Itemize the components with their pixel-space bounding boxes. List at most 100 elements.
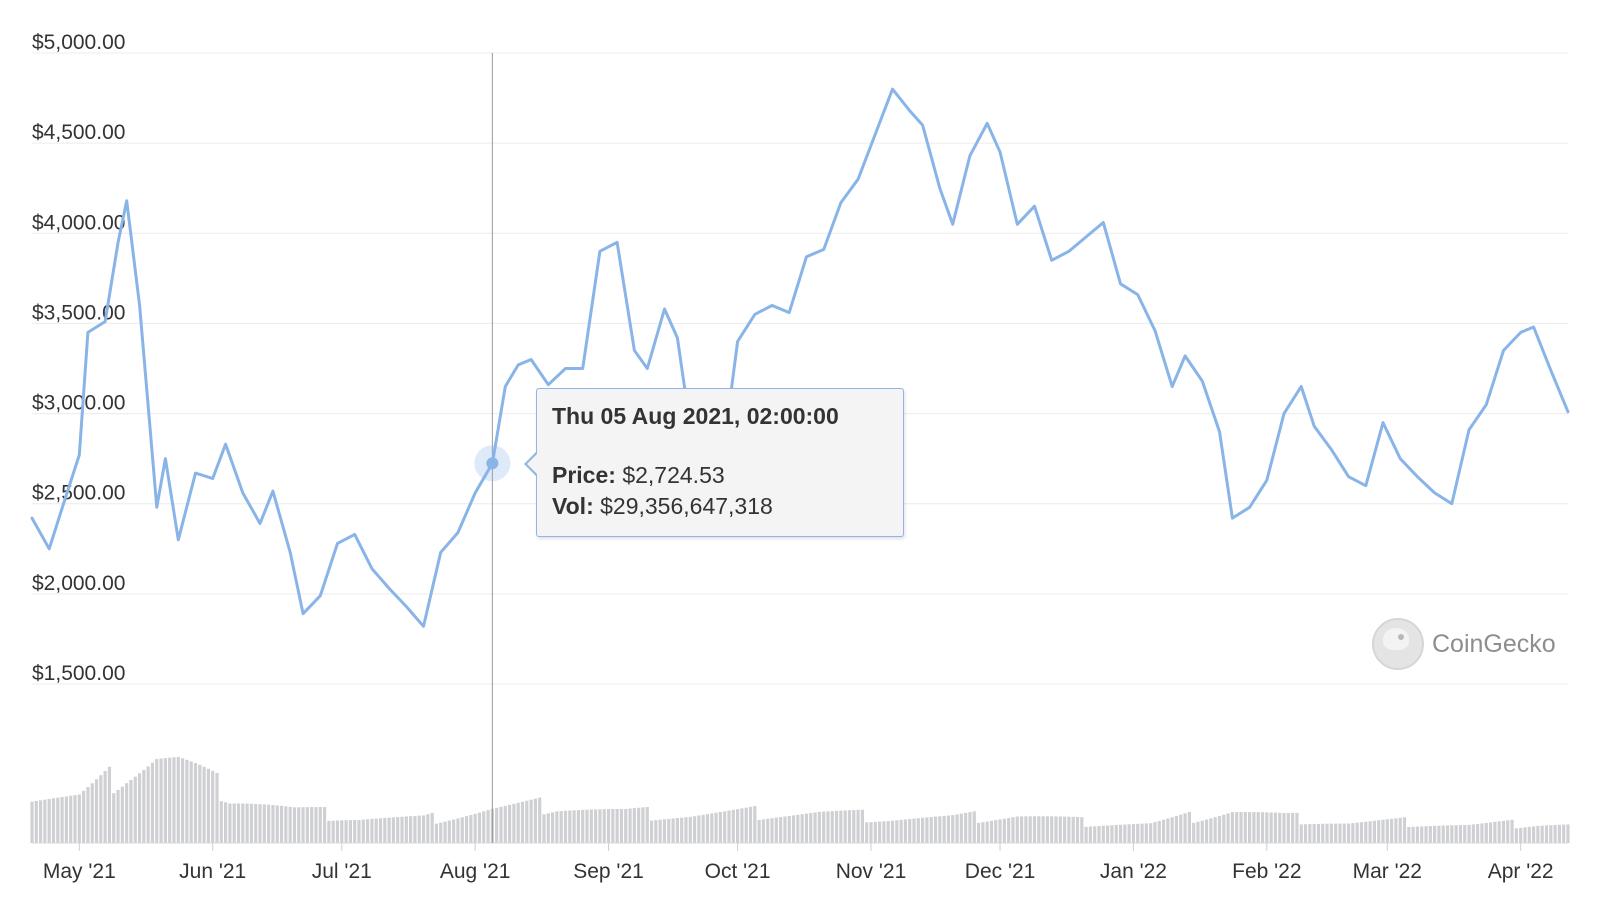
volume-bar xyxy=(469,814,473,843)
volume-bar xyxy=(1536,825,1540,843)
volume-bar xyxy=(241,803,245,843)
volume-bar xyxy=(434,823,439,843)
volume-bar xyxy=(791,815,796,843)
volume-bar xyxy=(464,816,469,843)
volume-bar xyxy=(340,820,344,843)
volume-bar xyxy=(387,817,391,843)
volume-bar xyxy=(1411,826,1415,843)
volume-bar xyxy=(1519,827,1523,843)
volume-bar xyxy=(628,808,632,843)
volume-bar xyxy=(929,817,933,843)
volume-bar xyxy=(809,813,813,843)
volume-bar xyxy=(1428,826,1432,843)
volume-bar xyxy=(899,819,903,843)
volume-bar xyxy=(882,821,886,843)
volume-bar xyxy=(804,813,809,843)
volume-bar xyxy=(1351,823,1355,843)
volume-bar xyxy=(576,810,581,843)
volume-bar xyxy=(1497,821,1501,843)
volume-bar xyxy=(1088,826,1093,843)
y-tick-label: $3,000.00 xyxy=(32,392,125,415)
volume-bar xyxy=(649,820,654,843)
volume-bar xyxy=(275,805,279,843)
volume-bar xyxy=(589,809,593,843)
volume-bar xyxy=(1114,824,1118,843)
volume-bar xyxy=(86,787,90,843)
volume-bar xyxy=(1553,824,1557,843)
volume-bar xyxy=(1484,822,1488,843)
volume-bar xyxy=(56,797,60,843)
volume-bar xyxy=(426,814,430,843)
price-series-line[interactable] xyxy=(30,87,1570,628)
volume-bar xyxy=(1562,824,1566,843)
volume-bar xyxy=(378,818,383,843)
volume-bar xyxy=(1183,813,1187,843)
hover-point[interactable] xyxy=(486,457,499,470)
volume-bar xyxy=(1549,825,1553,843)
volume-bar xyxy=(654,820,658,843)
volume-bar xyxy=(714,812,718,843)
volume-bar xyxy=(1226,813,1230,843)
volume-bar xyxy=(1213,817,1217,843)
volume-bar xyxy=(82,790,86,843)
volume-bar xyxy=(159,758,163,843)
volume-bar xyxy=(120,786,124,843)
tooltip-volume-value: $29,356,647,318 xyxy=(600,493,773,519)
volume-bar xyxy=(279,805,284,843)
volume-bar xyxy=(796,814,800,843)
x-tick-label: Nov '21 xyxy=(836,860,907,883)
volume-bar xyxy=(598,809,602,843)
volume-bar xyxy=(619,808,624,843)
volume-bar xyxy=(129,779,133,843)
volume-bar xyxy=(258,804,262,843)
volume-bar xyxy=(852,810,856,843)
volume-bar xyxy=(73,795,77,843)
hover-tooltip: Thu 05 Aug 2021, 02:00:00 Price: $2,724.… xyxy=(536,388,904,537)
volume-bar xyxy=(1127,824,1131,843)
volume-bar xyxy=(1291,812,1295,843)
volume-bars xyxy=(30,756,1570,844)
volume-bar xyxy=(921,817,925,843)
volume-bar xyxy=(421,815,426,843)
y-tick-label: $4,000.00 xyxy=(32,211,125,234)
volume-bar xyxy=(1200,820,1204,843)
volume-bar xyxy=(1067,816,1071,843)
volume-bar xyxy=(331,820,335,843)
volume-bar xyxy=(146,766,150,843)
volume-bar xyxy=(718,812,723,843)
volume-bar xyxy=(292,807,297,843)
volume-bar xyxy=(895,820,899,843)
volume-bar xyxy=(163,758,167,843)
volume-bar xyxy=(482,811,486,843)
volume-bar xyxy=(1192,822,1196,843)
volume-bar xyxy=(47,798,51,843)
volume-bar xyxy=(972,811,976,843)
volume-bar xyxy=(322,807,327,843)
volume-bar xyxy=(533,798,537,843)
volume-bar xyxy=(1050,816,1054,843)
volume-bar xyxy=(925,817,929,843)
volume-bar xyxy=(770,818,774,843)
volume-bar xyxy=(314,807,318,843)
volume-bar xyxy=(1480,823,1484,843)
volume-bar xyxy=(1523,827,1527,843)
volume-bar xyxy=(228,803,232,843)
volume-bar xyxy=(951,815,955,843)
volume-bar xyxy=(112,793,116,843)
volume-bar xyxy=(1045,816,1049,843)
volume-bar xyxy=(1007,817,1011,843)
volume-bar xyxy=(692,816,697,843)
volume-bar xyxy=(99,775,103,843)
volume-bar xyxy=(529,799,533,843)
volume-bar xyxy=(981,822,985,843)
volume-bar xyxy=(710,813,714,843)
volume-bar xyxy=(1179,814,1183,843)
volume-bar xyxy=(873,821,877,843)
volume-bar xyxy=(172,757,176,843)
volume-bar xyxy=(1101,825,1105,843)
volume-bar xyxy=(1437,825,1441,843)
volume-bar xyxy=(783,816,787,843)
volume-bar xyxy=(740,808,744,843)
x-tick-label: Dec '21 xyxy=(965,860,1036,883)
